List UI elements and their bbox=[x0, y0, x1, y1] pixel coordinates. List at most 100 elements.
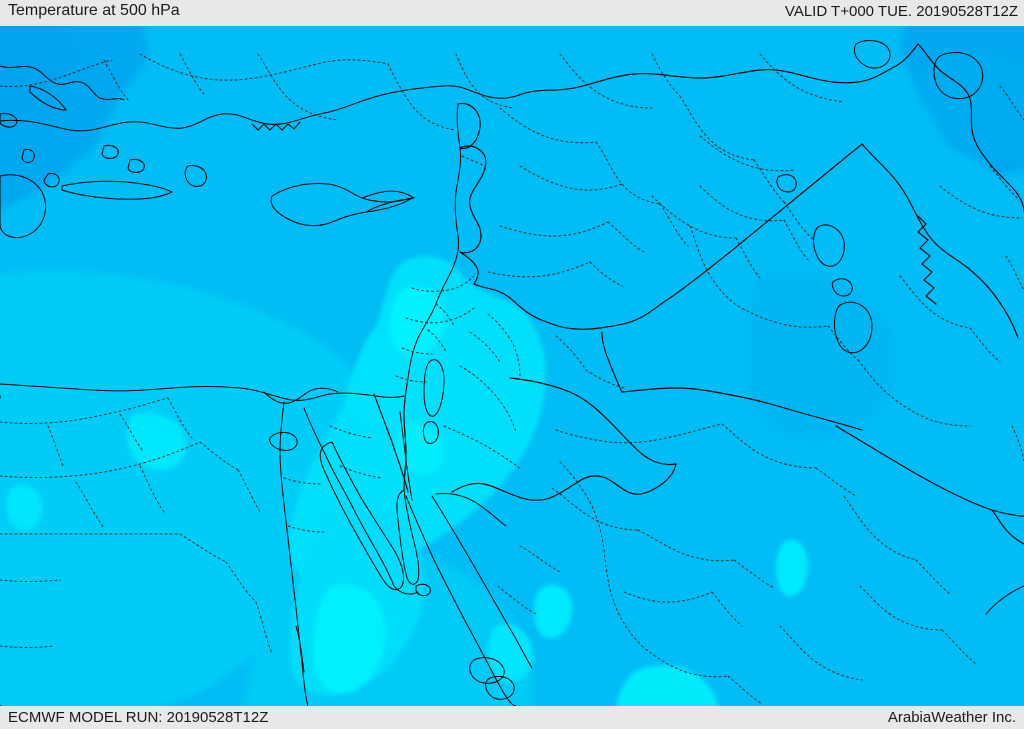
admin-turkey-h bbox=[0, 59, 113, 87]
sinai-south-tip bbox=[393, 585, 419, 595]
admin-jordan-a bbox=[487, 313, 521, 379]
admin-turkey-d bbox=[455, 53, 515, 109]
country-borders bbox=[0, 43, 1024, 706]
admin-palestine-b bbox=[427, 329, 447, 353]
lake-nasser-hint bbox=[295, 625, 305, 673]
border-jordan-iraq bbox=[601, 331, 623, 393]
lake-van bbox=[854, 40, 891, 69]
admin-egypt-g bbox=[139, 465, 165, 513]
admin-egypt-e bbox=[179, 533, 227, 563]
admin-iraq-i bbox=[737, 305, 829, 328]
island-small-d bbox=[127, 159, 145, 173]
model-run-label: ECMWF MODEL RUN: 20190528T12Z bbox=[8, 709, 269, 726]
border-jordan-syria bbox=[599, 297, 671, 329]
admin-egypt-f bbox=[75, 481, 105, 529]
coast-turkey-sawtooth bbox=[251, 121, 301, 131]
band-warmest-core-b bbox=[312, 583, 386, 694]
header-bar: Temperature at 500 hPa VALID T+000 TUE. … bbox=[0, 0, 1024, 26]
island-cyprus bbox=[270, 183, 413, 227]
admin-iraq-k bbox=[857, 359, 889, 395]
admin-saudi-e bbox=[637, 529, 735, 562]
admin-egypt-sinai-b bbox=[339, 465, 383, 479]
border-jordan-saudi-ne bbox=[621, 387, 863, 431]
admin-israel-a bbox=[411, 275, 475, 292]
temperature-bands bbox=[0, 26, 1024, 706]
dead-sea-south bbox=[422, 421, 439, 444]
coastlines bbox=[0, 40, 1024, 706]
band-warmest-core-small4 bbox=[394, 422, 445, 475]
admin-iraq-a bbox=[679, 95, 755, 161]
coast-arabia-nw bbox=[435, 493, 507, 527]
admin-turkey-e bbox=[559, 53, 653, 109]
border-israel-syria bbox=[459, 251, 479, 285]
coast-aegean-mainland bbox=[0, 65, 125, 101]
border-syria-lebanon bbox=[459, 145, 487, 254]
nile-river bbox=[279, 401, 309, 706]
lake-razazah bbox=[834, 301, 873, 354]
admin-iran-d bbox=[1011, 425, 1024, 463]
map-viewport[interactable] bbox=[0, 26, 1024, 706]
admin-saudi-a bbox=[555, 423, 723, 444]
admin-turkey-c bbox=[387, 63, 457, 131]
admin-saudi-n bbox=[941, 629, 977, 665]
admin-saudi-f bbox=[733, 559, 775, 589]
coast-egypt-med bbox=[0, 383, 405, 401]
provider-credit-label: ArabiaWeather Inc. bbox=[887, 709, 1016, 726]
dead-sea bbox=[423, 359, 445, 417]
island-peloponnese bbox=[0, 174, 46, 239]
admin-syria-g bbox=[487, 261, 591, 278]
admin-saudi-l bbox=[915, 559, 951, 595]
border-turkey-syria bbox=[521, 43, 919, 95]
island-euboea bbox=[29, 85, 67, 111]
island-small-a bbox=[21, 149, 35, 163]
admin-egypt-a bbox=[0, 397, 169, 424]
admin-iran-c bbox=[1005, 255, 1024, 291]
border-egypt-israel-line bbox=[373, 393, 409, 493]
admin-syria-c bbox=[659, 203, 689, 247]
admin-iraq-c bbox=[783, 201, 815, 241]
admin-jordan-e bbox=[555, 335, 587, 371]
admin-saudi-m bbox=[859, 585, 943, 631]
footer-bar: ECMWF MODEL RUN: 20190528T12Z ArabiaWeat… bbox=[0, 706, 1024, 729]
border-jordan-saudi-kink bbox=[509, 377, 677, 466]
cyprus-karpas bbox=[361, 190, 415, 213]
border-israel-jordan-north bbox=[473, 283, 601, 330]
lake-urmia bbox=[933, 52, 984, 99]
admin-syria-a bbox=[499, 107, 597, 144]
admin-turkey-f bbox=[651, 53, 681, 97]
admin-iraq-j bbox=[827, 325, 859, 361]
admin-israel-c bbox=[401, 347, 433, 355]
coast-redsea-east bbox=[431, 495, 533, 669]
nile-delta-edge bbox=[263, 387, 339, 404]
border-israel-egypt-sinai bbox=[403, 377, 409, 491]
admin-turkey-g bbox=[759, 53, 845, 103]
island-redsea-a bbox=[469, 657, 505, 684]
admin-egypt-i bbox=[225, 561, 257, 603]
admin-iraq-o bbox=[939, 185, 1023, 219]
admin-saudi-c bbox=[815, 467, 857, 497]
valid-time-label: VALID T+000 TUE. 20190528T12Z bbox=[784, 3, 1018, 20]
coast-levant bbox=[407, 103, 461, 379]
border-kuwait-line bbox=[991, 509, 1024, 545]
island-tiran bbox=[415, 583, 431, 597]
admin-saudi-p bbox=[623, 591, 713, 603]
page-title: Temperature at 500 hPa bbox=[8, 2, 180, 19]
band-warmest-core-small3 bbox=[127, 413, 186, 471]
admin-syria-h bbox=[589, 261, 623, 287]
lake-qarun bbox=[269, 431, 298, 451]
band-darker-lobe-east bbox=[743, 271, 897, 443]
admin-syria-b bbox=[595, 141, 661, 205]
island-small-e bbox=[0, 113, 18, 128]
band-warmest-core-small2 bbox=[776, 539, 808, 597]
admin-egypt-c bbox=[0, 441, 201, 478]
island-redsea-b bbox=[485, 675, 515, 700]
lake-habbaniyah bbox=[831, 278, 853, 297]
lake-qadisiyah bbox=[776, 174, 797, 193]
admin-egypt-h bbox=[0, 579, 61, 582]
admin-saudi-j bbox=[727, 675, 763, 705]
island-crete bbox=[61, 180, 173, 200]
admin-syria-i bbox=[699, 135, 795, 172]
island-small-c bbox=[101, 145, 119, 159]
admin-jordan-b bbox=[469, 331, 501, 363]
temperature-map[interactable] bbox=[0, 26, 1024, 706]
